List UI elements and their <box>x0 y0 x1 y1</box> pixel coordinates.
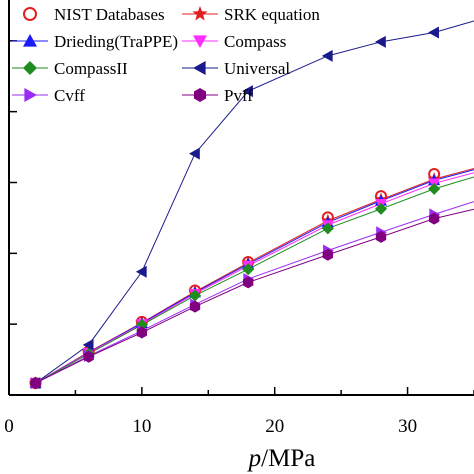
data-point <box>428 212 440 225</box>
legend-item: CompassII <box>12 59 128 78</box>
data-point <box>135 265 147 278</box>
legend-item: Universal <box>182 59 290 78</box>
legend-marker <box>23 34 37 47</box>
data-point <box>428 182 441 195</box>
data-point <box>321 49 333 62</box>
legend-marker <box>193 35 207 48</box>
series-line-pvff <box>35 208 474 384</box>
legend-item: NIST Databases <box>23 5 165 24</box>
data-point <box>189 300 201 313</box>
x-tick-label: 0 <box>4 416 14 437</box>
legend-item: Compass <box>182 32 286 51</box>
legend-item: SRK equation <box>182 5 320 24</box>
series-line-cvff <box>35 201 474 384</box>
legend-marker <box>23 7 37 21</box>
data-point <box>242 85 253 98</box>
data-point <box>375 202 387 215</box>
data-point <box>375 230 387 243</box>
legend-label: Cvff <box>54 86 85 105</box>
data-point <box>83 350 94 363</box>
legend-marker <box>193 61 206 75</box>
legend-label: Compass <box>224 32 286 51</box>
data-point <box>136 326 148 339</box>
legend-marker <box>193 88 207 102</box>
legend-label: SRK equation <box>224 5 320 24</box>
x-axis-title: p/MPa <box>247 445 316 472</box>
data-point <box>242 263 255 276</box>
data-point <box>189 147 200 160</box>
x-tick-label: 20 <box>265 416 284 437</box>
legend-label: CompassII <box>54 59 128 78</box>
legend-marker <box>24 88 37 102</box>
data-point <box>322 248 334 261</box>
plot-area <box>28 20 474 390</box>
data-point <box>189 289 201 302</box>
x-tick-label: 10 <box>132 416 151 437</box>
data-point <box>375 35 386 48</box>
data-point <box>30 377 41 390</box>
x-axis-title-unit: /MPa <box>261 445 315 472</box>
data-point <box>242 276 254 289</box>
x-axis-title-variable: p <box>247 445 262 472</box>
legend-item: Drieding(TraPPE) <box>12 32 178 51</box>
axes-frame: 0 10 20 30 <box>4 0 474 437</box>
legend-label: Drieding(TraPPE) <box>54 32 178 51</box>
data-point <box>321 222 334 235</box>
x-tick-label: 30 <box>398 416 417 437</box>
legend-label: Universal <box>224 59 290 78</box>
legend-marker <box>23 61 37 75</box>
legend-item: Pvff <box>182 86 253 105</box>
legend-marker <box>192 6 208 21</box>
data-point <box>82 338 94 351</box>
data-point <box>428 26 439 39</box>
legend-item: Cvff <box>12 86 85 105</box>
legend-label: Pvff <box>224 86 253 105</box>
legend-label: NIST Databases <box>54 5 165 24</box>
legend: NIST Databases SRK equation Drieding(TraPP… <box>12 5 320 105</box>
